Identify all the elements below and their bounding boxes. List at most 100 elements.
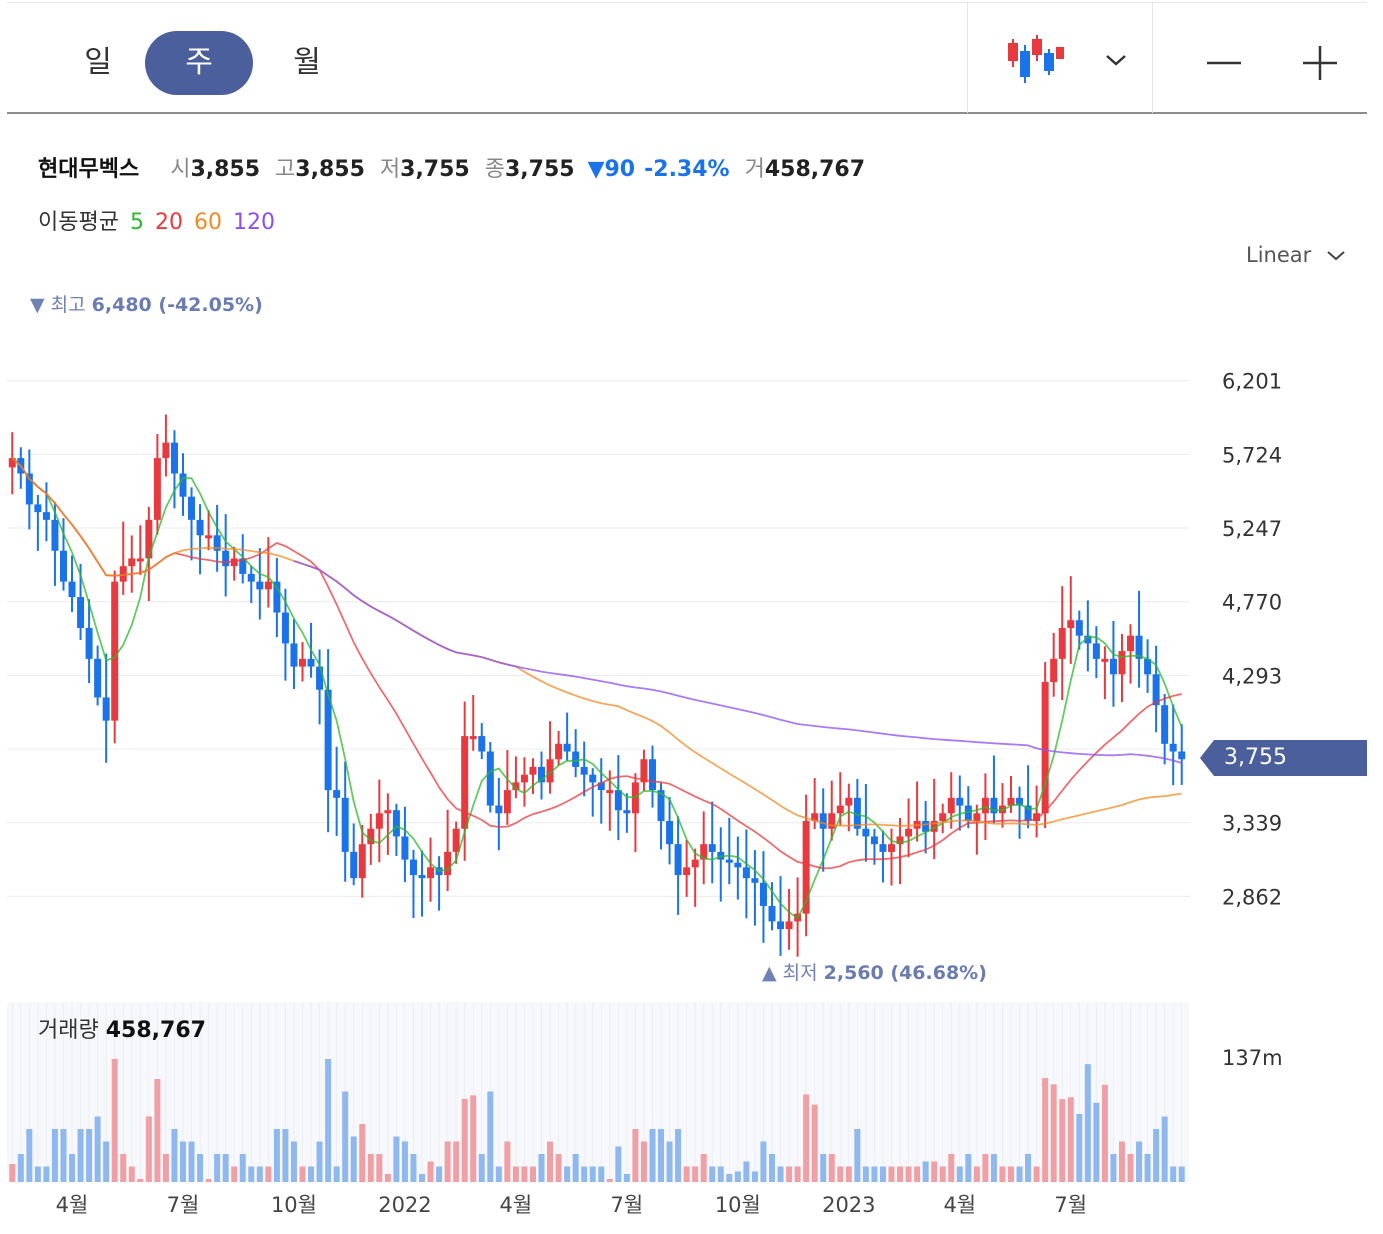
candle-body (512, 782, 520, 791)
candle-body (409, 859, 417, 876)
volume-bar (205, 1179, 212, 1182)
tab-monthly[interactable]: 월 (293, 45, 321, 80)
candle-body (230, 558, 238, 567)
volume-label: 거 (744, 157, 765, 182)
candle-body (623, 810, 631, 814)
candle-body (1135, 635, 1143, 659)
chart-toolbar: 일 주 월 (7, 2, 1367, 114)
volume-bar (376, 1154, 383, 1182)
volume-bar (1110, 1154, 1117, 1182)
chart-type-dropdown[interactable] (1095, 41, 1135, 81)
ma-label: 이동평균 (38, 210, 119, 235)
volume-bar (649, 1129, 656, 1182)
volume-bar (1153, 1129, 1160, 1182)
zoom-out-button[interactable] (1193, 33, 1253, 93)
volume-bar (581, 1166, 588, 1182)
candle-body (520, 774, 528, 783)
candle-body (1169, 743, 1177, 752)
volume-bar (692, 1166, 699, 1182)
candle-body (478, 736, 486, 752)
volume-bar (77, 1129, 84, 1182)
candle-body (648, 759, 656, 791)
zoom-in-button[interactable] (1289, 33, 1349, 93)
volume-bar (606, 1179, 613, 1182)
candle-body (42, 512, 50, 520)
close-value: 3,755 (504, 157, 575, 182)
volume-bar (1016, 1166, 1023, 1182)
candle-body (563, 743, 571, 752)
volume-bar (94, 1116, 101, 1182)
volume-bar (393, 1136, 400, 1182)
candle-body (853, 797, 861, 829)
plus-icon (1303, 46, 1337, 80)
volume-bar (956, 1166, 963, 1182)
volume-bar (333, 1166, 340, 1182)
candle-body (68, 581, 76, 598)
x-tick-label: 4월 (943, 1193, 976, 1217)
candle-body (1084, 635, 1092, 644)
candle-body (179, 473, 187, 497)
candle-body (461, 736, 469, 829)
volume-bar (1093, 1102, 1100, 1182)
candle-body (34, 504, 42, 513)
candle-body (307, 658, 315, 667)
volume-bar (589, 1166, 596, 1182)
volume-bar (436, 1166, 443, 1182)
volume-bar (367, 1154, 374, 1182)
volume-bar (145, 1116, 152, 1182)
x-tick-label: 2023 (822, 1193, 875, 1217)
candle-body (119, 566, 127, 582)
candle-body (256, 581, 264, 590)
candle-body (213, 535, 221, 551)
volume-bar (325, 1059, 332, 1182)
candle-body (222, 550, 230, 567)
volume-bar (794, 1166, 801, 1182)
volume-bar (854, 1129, 861, 1182)
candle-body (102, 697, 110, 721)
moving-average-legend[interactable]: 이동평균 5 20 60 120 (38, 206, 279, 240)
candle-body (862, 828, 870, 837)
volume-bar (768, 1154, 775, 1182)
volume-bar (965, 1154, 972, 1182)
candle-body (802, 821, 810, 914)
x-tick-label: 2022 (378, 1193, 431, 1217)
volume-bar (743, 1161, 750, 1182)
candle-body (444, 851, 452, 876)
volume-bar (828, 1154, 835, 1182)
volume-bar (555, 1154, 562, 1182)
x-tick-label: 10월 (715, 1193, 761, 1217)
y-tick-label: 6,201 (1222, 370, 1282, 394)
y-tick-label: 3,339 (1222, 812, 1282, 836)
volume-bar (470, 1095, 477, 1182)
candle-body (469, 736, 477, 740)
current-price-label: 3,755 (1224, 745, 1287, 770)
candle-body (25, 473, 33, 505)
candle-body (384, 810, 392, 814)
candle-body (905, 828, 913, 837)
candle-body (299, 658, 306, 667)
volume-bar (60, 1129, 67, 1182)
volume-bar (948, 1154, 955, 1182)
candle-body (316, 666, 324, 690)
volume-bar (256, 1166, 263, 1182)
volume-bar (86, 1129, 93, 1182)
candle-body (1075, 620, 1083, 636)
chart-type-button[interactable] (1003, 31, 1073, 91)
volume-bar (478, 1154, 485, 1182)
volume-bar (1059, 1099, 1066, 1182)
volume-bar (1033, 1166, 1040, 1182)
volume-bar (299, 1166, 306, 1182)
x-tick-label: 4월 (56, 1193, 89, 1217)
scale-dropdown[interactable]: Linear (1246, 238, 1348, 272)
volume-bar (820, 1154, 827, 1182)
volume-bar (598, 1166, 605, 1182)
low-value: 3,755 (400, 157, 470, 182)
volume-bar (666, 1141, 673, 1182)
volume-bar (931, 1161, 938, 1182)
tab-weekly[interactable]: 주 (145, 31, 253, 95)
tab-daily[interactable]: 일 (84, 45, 112, 80)
volume-bar (222, 1154, 229, 1182)
volume-bar (897, 1166, 904, 1182)
candle-body (418, 875, 426, 879)
